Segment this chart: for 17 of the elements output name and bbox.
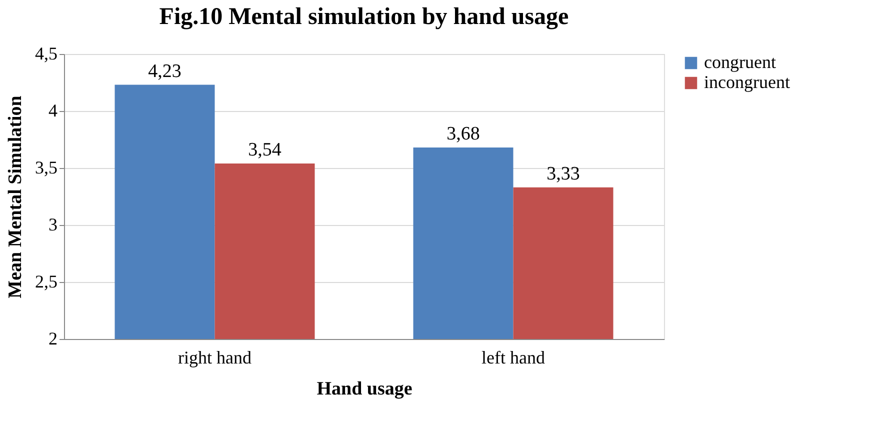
x-axis-title: Hand usage [316, 378, 412, 400]
chart-title: Fig.10 Mental simulation by hand usage [159, 4, 570, 30]
x-tick-label: right hand [178, 348, 252, 368]
y-tick-label: 3,5 [35, 158, 58, 178]
x-tick-label: left hand [482, 348, 545, 368]
data-label: 4,23 [148, 60, 182, 82]
y-tick-label: 4 [48, 100, 58, 120]
legend-label: congruent [704, 52, 776, 72]
y-tick-label: 4,5 [35, 44, 58, 64]
y-tick-label: 2 [48, 328, 58, 348]
data-label: 3,54 [248, 139, 282, 160]
y-axis-title: Mean Mental Simulation [5, 95, 26, 298]
data-label: 3,68 [446, 123, 480, 144]
data-label: 3,33 [546, 163, 580, 184]
legend-label: incongruent [704, 72, 790, 92]
y-tick-label: 2,5 [35, 272, 58, 292]
y-tick-label: 3 [48, 214, 58, 234]
